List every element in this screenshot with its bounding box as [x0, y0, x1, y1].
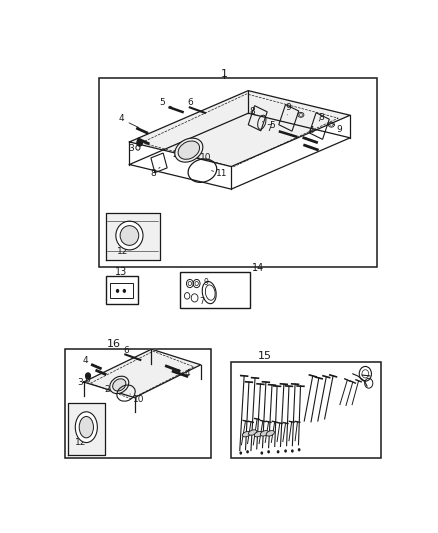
Ellipse shape: [178, 141, 200, 159]
Text: 1: 1: [221, 69, 228, 79]
Bar: [106, 276, 138, 304]
Polygon shape: [130, 91, 350, 166]
Circle shape: [277, 450, 279, 454]
Ellipse shape: [254, 431, 262, 437]
Text: 9: 9: [333, 124, 342, 134]
Text: 9: 9: [203, 278, 208, 287]
Circle shape: [298, 448, 300, 451]
Text: 8: 8: [150, 167, 160, 177]
Text: 14: 14: [252, 263, 265, 273]
Text: 13: 13: [115, 268, 127, 278]
Text: 12: 12: [74, 435, 86, 447]
Bar: [279, 104, 299, 131]
Text: 7: 7: [262, 122, 272, 133]
Bar: [151, 153, 167, 173]
Text: 4: 4: [82, 356, 94, 366]
Text: 2: 2: [173, 149, 182, 159]
Circle shape: [123, 289, 126, 293]
Ellipse shape: [79, 416, 93, 438]
Ellipse shape: [175, 138, 203, 162]
Circle shape: [261, 451, 263, 455]
Text: 3: 3: [128, 144, 140, 154]
Circle shape: [137, 140, 142, 146]
Text: 4: 4: [118, 115, 139, 127]
Text: 16: 16: [107, 339, 121, 349]
Text: 7: 7: [199, 297, 204, 306]
Bar: [65, 349, 211, 458]
Text: 3: 3: [78, 377, 88, 386]
Bar: [99, 78, 377, 267]
Bar: [110, 282, 133, 298]
Text: 8: 8: [318, 113, 324, 122]
Text: 12: 12: [117, 245, 131, 256]
Text: 6: 6: [187, 98, 197, 110]
Text: 5: 5: [269, 121, 280, 133]
Text: 10: 10: [130, 394, 145, 404]
Bar: [248, 106, 267, 131]
Text: 5: 5: [159, 98, 172, 107]
Circle shape: [284, 449, 287, 453]
Text: 4: 4: [306, 126, 314, 138]
Ellipse shape: [120, 225, 139, 245]
Circle shape: [246, 450, 249, 454]
Ellipse shape: [248, 430, 257, 435]
Ellipse shape: [110, 376, 129, 394]
Circle shape: [291, 449, 294, 453]
Polygon shape: [106, 213, 160, 260]
Ellipse shape: [75, 412, 97, 442]
Text: 10: 10: [196, 152, 212, 161]
Text: 8: 8: [249, 107, 255, 116]
Ellipse shape: [242, 431, 251, 437]
Bar: [309, 113, 329, 139]
Circle shape: [116, 289, 119, 293]
Bar: [180, 272, 250, 308]
Circle shape: [240, 451, 242, 455]
Ellipse shape: [261, 431, 268, 436]
Text: 9: 9: [286, 103, 291, 115]
Ellipse shape: [266, 431, 275, 436]
Circle shape: [267, 450, 270, 454]
Text: 15: 15: [258, 351, 272, 361]
Circle shape: [86, 373, 90, 379]
Text: 2: 2: [105, 385, 114, 394]
Polygon shape: [84, 349, 201, 398]
Ellipse shape: [116, 221, 143, 250]
Text: 11: 11: [212, 169, 228, 179]
Text: 6: 6: [123, 346, 132, 357]
Ellipse shape: [113, 379, 126, 391]
Text: 4: 4: [178, 369, 190, 378]
Polygon shape: [67, 402, 105, 455]
Bar: [231, 361, 381, 458]
